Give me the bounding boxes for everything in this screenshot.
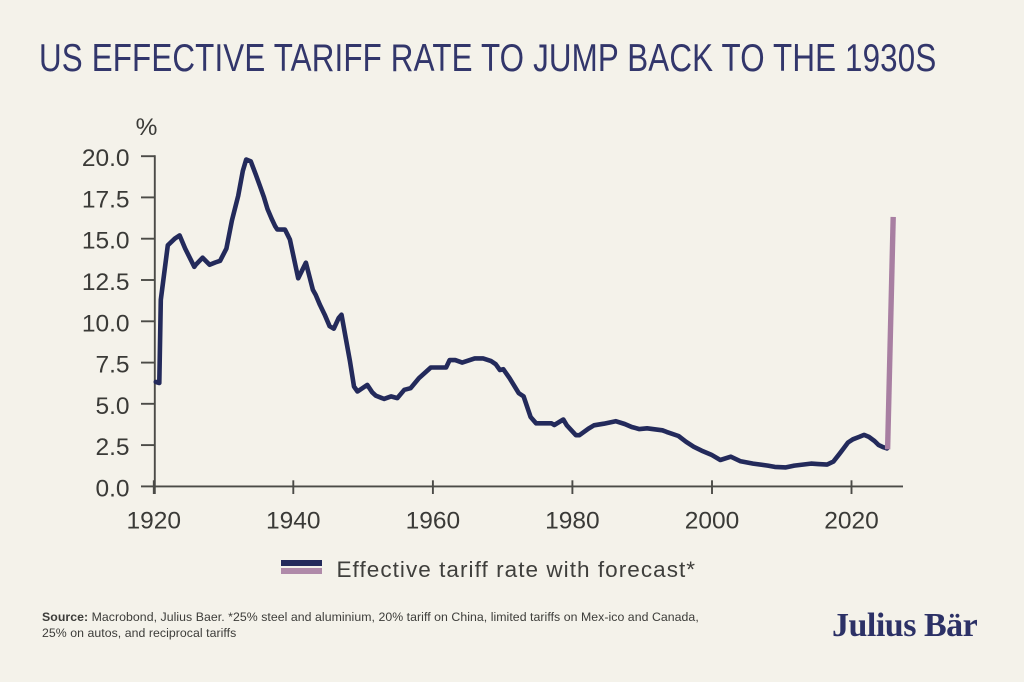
svg-text:10.0: 10.0	[82, 310, 130, 337]
svg-text:12.5: 12.5	[82, 269, 130, 296]
svg-text:20.0: 20.0	[82, 145, 130, 172]
svg-text:%: %	[136, 114, 158, 141]
svg-text:1920: 1920	[127, 508, 182, 535]
svg-text:2020: 2020	[824, 508, 879, 535]
svg-text:5.0: 5.0	[95, 393, 129, 420]
svg-text:0.0: 0.0	[95, 475, 129, 502]
svg-text:2.5: 2.5	[95, 434, 129, 461]
svg-text:2000: 2000	[685, 508, 740, 535]
svg-text:17.5: 17.5	[82, 186, 130, 213]
svg-text:1940: 1940	[266, 508, 321, 535]
svg-text:7.5: 7.5	[95, 352, 129, 379]
svg-text:15.0: 15.0	[82, 228, 130, 255]
svg-text:1960: 1960	[406, 508, 461, 535]
svg-text:1980: 1980	[545, 508, 600, 535]
